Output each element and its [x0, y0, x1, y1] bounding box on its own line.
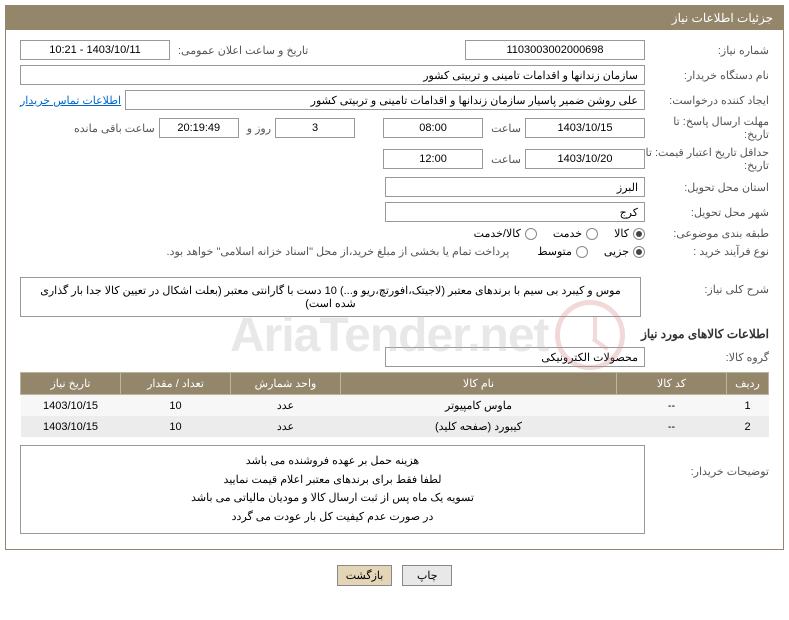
time-remaining: 20:19:49	[159, 118, 239, 138]
category-label: طبقه بندی موضوعی:	[649, 227, 769, 240]
table-cell: 1403/10/15	[21, 395, 121, 417]
process-radio-group: جزیی متوسط	[537, 245, 645, 258]
goods-table: ردیف کد کالا نام کالا واحد شمارش تعداد /…	[20, 372, 769, 437]
need-number-label: شماره نیاز:	[649, 44, 769, 57]
announce-value: 1403/10/11 - 10:21	[20, 40, 170, 60]
process-label: نوع فرآیند خرید :	[649, 245, 769, 258]
table-cell: عدد	[231, 416, 341, 437]
province-label: استان محل تحویل:	[649, 181, 769, 194]
radio-medium[interactable]: متوسط	[537, 245, 588, 258]
announce-label: تاریخ و ساعت اعلان عمومی:	[174, 44, 308, 57]
time-label-2: ساعت	[487, 153, 521, 166]
deadline-date: 1403/10/15	[525, 118, 645, 138]
group-value: محصولات الکترونیکی	[385, 347, 645, 367]
panel-header: جزئیات اطلاعات نیاز	[6, 6, 783, 30]
radio-minor[interactable]: جزیی	[604, 245, 645, 258]
print-button[interactable]: چاپ	[402, 565, 452, 586]
buyer-note-line: لطفا فقط برای برندهای معتبر اعلام قیمت ن…	[31, 471, 634, 490]
table-cell: 2	[727, 416, 769, 437]
buyer-note-line: تسویه یک ماه پس از ثبت ارسال کالا و مودی…	[31, 489, 634, 508]
th-date: تاریخ نیاز	[21, 373, 121, 395]
requester-label: ایجاد کننده درخواست:	[649, 94, 769, 107]
category-radio-group: کالا خدمت کالا/خدمت	[474, 227, 645, 240]
th-code: کد کالا	[617, 373, 727, 395]
table-cell: --	[617, 416, 727, 437]
buyer-note-line: هزینه حمل بر عهده فروشنده می باشد	[31, 452, 634, 471]
goods-section-title: اطلاعات کالاهای مورد نیاز	[20, 327, 769, 341]
table-cell: عدد	[231, 395, 341, 417]
buyer-notes-label: توضیحات خریدار:	[649, 445, 769, 478]
buyer-notes-box: هزینه حمل بر عهده فروشنده می باشد لطفا ف…	[20, 445, 645, 534]
price-valid-label: حداقل تاریخ اعتبار قیمت: تا تاریخ:	[649, 146, 769, 172]
need-number-value: 1103003002000698	[465, 40, 645, 60]
requester-value: علی روشن ضمیر پاسیار سازمان زندانها و اق…	[125, 90, 645, 110]
deadline-label-1: مهلت ارسال پاسخ: تا تاریخ:	[649, 115, 769, 141]
days-and-label: روز و	[243, 122, 271, 135]
radio-goods-service[interactable]: کالا/خدمت	[474, 227, 537, 240]
buyer-org-label: نام دستگاه خریدار:	[649, 69, 769, 82]
desc-value: موس و کیبرد بی سیم با برندهای معتبر (لاج…	[20, 277, 641, 317]
table-cell: 1403/10/15	[21, 416, 121, 437]
table-cell: 10	[121, 395, 231, 417]
deadline-time: 08:00	[383, 118, 483, 138]
price-valid-date: 1403/10/20	[525, 149, 645, 169]
city-value: کرج	[385, 202, 645, 222]
table-cell: کیبورد (صفحه کلید)	[341, 416, 617, 437]
time-label-1: ساعت	[487, 122, 521, 135]
buyer-contact-link[interactable]: اطلاعات تماس خریدار	[20, 94, 121, 107]
buyer-note-line: در صورت عدم کیفیت کل بار عودت می گردد	[31, 508, 634, 527]
table-row: 2--کیبورد (صفحه کلید)عدد101403/10/15	[21, 416, 769, 437]
radio-goods[interactable]: کالا	[614, 227, 645, 240]
buyer-org-value: سازمان زندانها و اقدامات تامینی و تربیتی…	[20, 65, 645, 85]
radio-service[interactable]: خدمت	[553, 227, 598, 240]
province-value: البرز	[385, 177, 645, 197]
back-button[interactable]: بازگشت	[337, 565, 393, 586]
table-cell: 1	[727, 395, 769, 417]
time-remaining-label: ساعت باقی مانده	[70, 122, 155, 135]
table-cell: --	[617, 395, 727, 417]
th-row: ردیف	[727, 373, 769, 395]
table-cell: ماوس کامپیوتر	[341, 395, 617, 417]
treasury-note: پرداخت تمام یا بخشی از مبلغ خرید،از محل …	[167, 245, 510, 258]
group-label: گروه کالا:	[649, 351, 769, 364]
th-unit: واحد شمارش	[231, 373, 341, 395]
table-row: 1--ماوس کامپیوترعدد101403/10/15	[21, 395, 769, 417]
city-label: شهر محل تحویل:	[649, 206, 769, 219]
table-cell: 10	[121, 416, 231, 437]
days-remaining: 3	[275, 118, 355, 138]
th-name: نام کالا	[341, 373, 617, 395]
details-panel: جزئیات اطلاعات نیاز شماره نیاز: 11030030…	[5, 5, 784, 550]
th-qty: تعداد / مقدار	[121, 373, 231, 395]
desc-label: شرح کلی نیاز:	[649, 277, 769, 296]
price-valid-time: 12:00	[383, 149, 483, 169]
panel-title: جزئیات اطلاعات نیاز	[672, 11, 773, 25]
